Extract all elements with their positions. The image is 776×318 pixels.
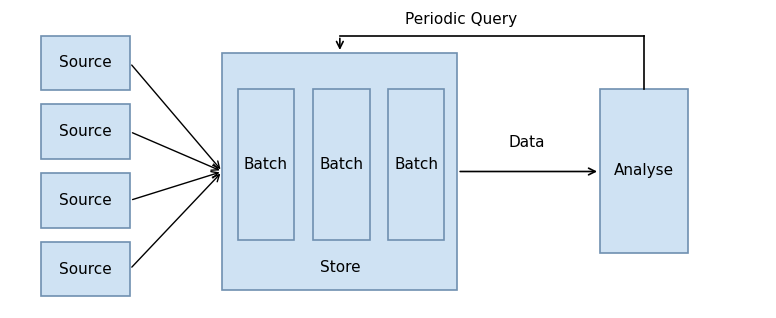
Text: Store: Store xyxy=(320,259,360,275)
Bar xyxy=(41,173,130,228)
Bar xyxy=(41,242,130,296)
Bar xyxy=(223,53,457,290)
Text: Batch: Batch xyxy=(244,157,288,172)
Bar xyxy=(388,89,444,240)
Text: Periodic Query: Periodic Query xyxy=(405,12,518,27)
Text: Analyse: Analyse xyxy=(614,163,674,178)
Text: Source: Source xyxy=(59,262,112,277)
Text: Source: Source xyxy=(59,193,112,208)
Bar xyxy=(237,89,294,240)
Bar xyxy=(600,89,688,253)
Bar xyxy=(314,89,369,240)
Text: Data: Data xyxy=(508,135,545,150)
Bar xyxy=(41,104,130,159)
Text: Source: Source xyxy=(59,124,112,139)
Text: Batch: Batch xyxy=(320,157,363,172)
Bar xyxy=(41,36,130,90)
Text: Source: Source xyxy=(59,55,112,70)
Text: Batch: Batch xyxy=(394,157,438,172)
